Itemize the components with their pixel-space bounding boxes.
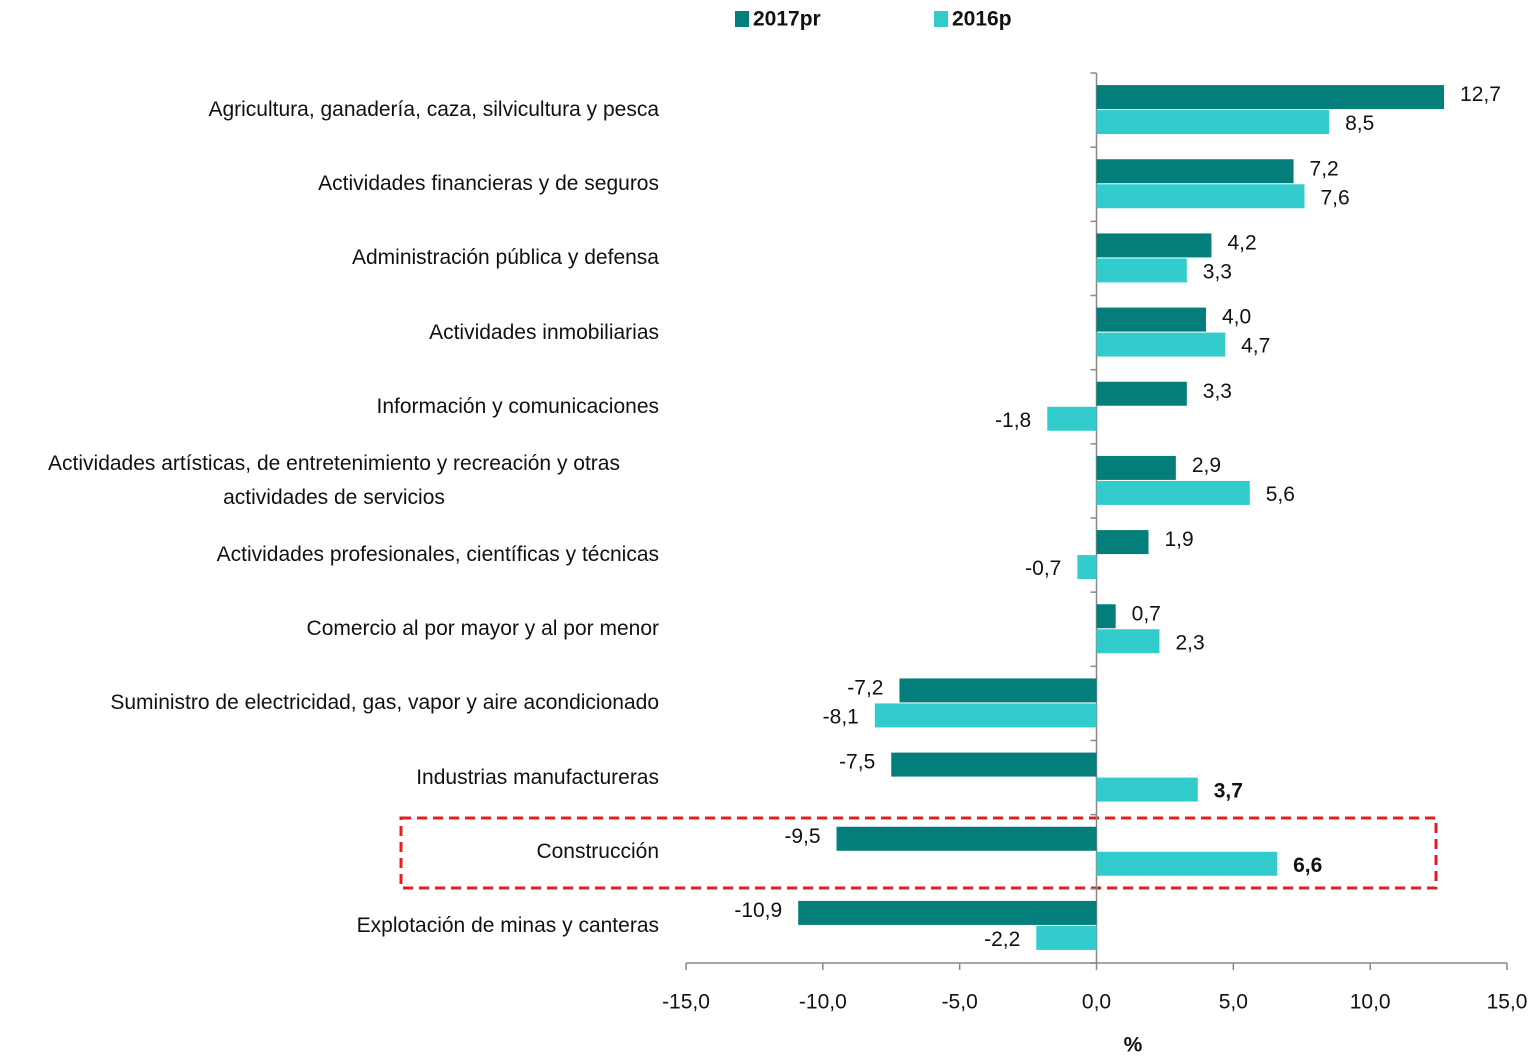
x-tick-label: 10,0 [1350,991,1391,1014]
bar [1036,925,1097,950]
data-label: 12,7 [1460,83,1501,106]
data-label: 3,3 [1203,380,1232,403]
x-tick-label: 5,0 [1219,991,1248,1014]
data-label: -10,9 [734,899,782,922]
highlight-box [399,816,1438,890]
data-label: 7,6 [1320,186,1349,209]
bar [1096,110,1330,135]
legend-label: 2016p [952,8,1012,31]
bar [1047,406,1097,431]
category-label: Explotación de minas y canteras [356,913,659,937]
category-label: Actividades financieras y de seguros [318,172,659,196]
bar [1096,258,1187,283]
bar [1096,184,1305,209]
data-label: -0,7 [1025,557,1061,580]
data-label: -9,5 [784,825,820,848]
bar [1096,159,1294,184]
data-label: 5,6 [1266,483,1295,506]
data-label: -2,2 [984,928,1020,951]
x-tick-label: 0,0 [1082,991,1111,1014]
bar [1096,85,1445,110]
data-label: 8,5 [1345,112,1374,135]
data-label: -8,1 [823,705,859,728]
data-label: 4,0 [1222,306,1251,329]
bar [1096,332,1226,357]
data-label: -7,2 [847,676,883,699]
category-label: Información y comunicaciones [376,394,659,418]
x-tick-label: -10,0 [799,991,847,1014]
data-label: 3,3 [1203,260,1232,283]
data-label: -1,8 [995,409,1031,432]
bar [1096,233,1212,258]
bar [1096,455,1176,480]
data-label: 4,2 [1227,231,1256,254]
x-tick-label: -15,0 [662,991,710,1014]
data-label: 4,7 [1241,335,1270,358]
data-label: 1,9 [1164,528,1193,551]
data-label: 0,7 [1132,602,1161,625]
data-label: 2,3 [1175,631,1204,654]
bar [1077,555,1097,580]
category-label: Administración pública y defensa [351,246,659,270]
bar [1096,307,1206,332]
category-label: Actividades artísticas, de entretenimien… [48,451,620,509]
bar [891,752,1097,777]
bar [798,900,1097,925]
category-label: Actividades profesionales, científicas y… [216,543,659,567]
category-label: Construcción [536,839,659,863]
bar [1096,604,1116,629]
category-label: Suministro de electricidad, gas, vapor y… [110,691,659,715]
bar [1096,381,1187,406]
data-label: 3,7 [1214,780,1243,803]
data-label: -7,5 [839,751,875,774]
bar [836,826,1097,851]
legend-label: 2017pr [753,8,821,31]
bar [1096,851,1278,876]
data-label: 2,9 [1192,454,1221,477]
bar [1096,629,1160,654]
legend-swatch [735,11,749,27]
x-tick-label: -5,0 [942,991,978,1014]
bar [1096,480,1250,505]
category-label: Agricultura, ganadería, caza, silvicultu… [208,98,659,122]
bar [1096,777,1198,802]
legend-swatch [934,11,948,27]
data-label: 6,6 [1293,854,1322,877]
bar [874,703,1097,728]
bar [899,678,1097,703]
category-label: Industrias manufactureras [416,765,659,789]
data-label: 7,2 [1310,157,1339,180]
bar [1096,530,1149,555]
x-axis-label: % [1124,1034,1143,1057]
category-label: Actividades inmobiliarias [429,320,659,344]
x-tick-label: 15,0 [1487,991,1528,1014]
category-label: Comercio al por mayor y al por menor [306,617,659,641]
